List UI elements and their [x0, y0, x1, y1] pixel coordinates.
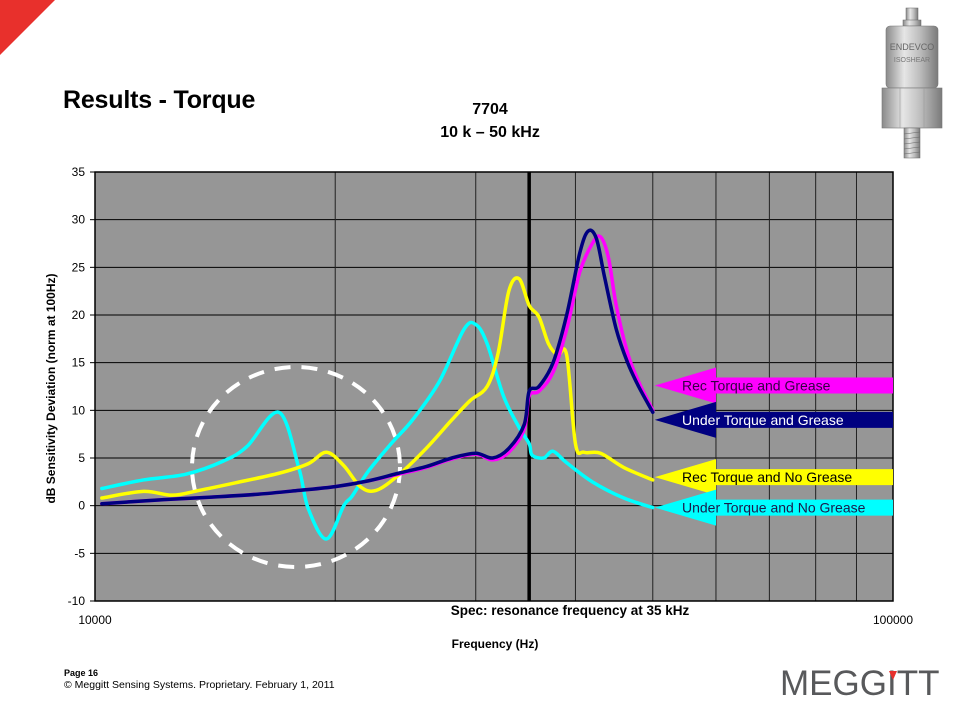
y-tick-label: 25 — [72, 260, 86, 274]
x-tick-label: 100000 — [873, 613, 913, 627]
y-tick-label: 10 — [72, 403, 86, 417]
y-axis-label: dB Sensitivity Deviation (norm at 100Hz) — [44, 273, 58, 503]
footer-page-number: Page 16 — [64, 668, 99, 678]
spec-annotation: Spec: resonance frequency at 35 kHz — [451, 603, 690, 618]
slide-title: Results - Torque — [63, 86, 256, 114]
svg-text:ISOSHEAR: ISOSHEAR — [894, 57, 930, 64]
series-line-rec-torque-and-no-grease — [100, 276, 655, 500]
y-tick-label: 20 — [72, 308, 86, 322]
legend-label: Rec Torque and Grease — [682, 378, 831, 394]
footer-copyright: © Meggitt Sensing Systems. Proprietary. … — [64, 679, 335, 691]
sensor-brand-text: ENDEVCO — [890, 42, 935, 52]
series-line-under-torque-and-grease — [100, 228, 655, 506]
legend-arrow-under-torque-and-no-grease — [654, 489, 893, 526]
meggitt-logo: MEGGITT — [780, 664, 940, 703]
y-tick-label: 35 — [72, 165, 86, 179]
legend-label: Under Torque and No Grease — [682, 500, 866, 516]
accelerometer-sensor-image: ENDEVCO ISOSHEAR — [881, 7, 943, 159]
x-axis-label: Frequency (Hz) — [452, 637, 539, 651]
y-tick-label: 15 — [72, 356, 86, 370]
series-line-under-torque-and-no-grease — [100, 320, 655, 541]
y-tick-label: 0 — [78, 499, 85, 513]
legend-arrow-under-torque-and-grease — [654, 401, 893, 438]
legend-label: Under Torque and Grease — [682, 412, 844, 428]
legend-arrow-rec-torque-and-grease — [654, 367, 893, 404]
dashed-circle-annotation — [190, 365, 402, 569]
x-tick-label: 10000 — [78, 613, 112, 627]
y-tick-label: -5 — [74, 546, 85, 560]
legend-label: Rec Torque and No Grease — [682, 469, 852, 485]
y-tick-label: -10 — [68, 594, 86, 608]
chart-subtitle: 10 k – 50 kHz — [440, 124, 540, 141]
legend-arrow-rec-torque-and-no-grease — [654, 459, 893, 496]
y-tick-label: 5 — [78, 451, 85, 465]
corner-accent-triangle — [0, 0, 55, 55]
y-tick-label: 30 — [72, 213, 86, 227]
chart-title: 7704 — [472, 101, 508, 118]
